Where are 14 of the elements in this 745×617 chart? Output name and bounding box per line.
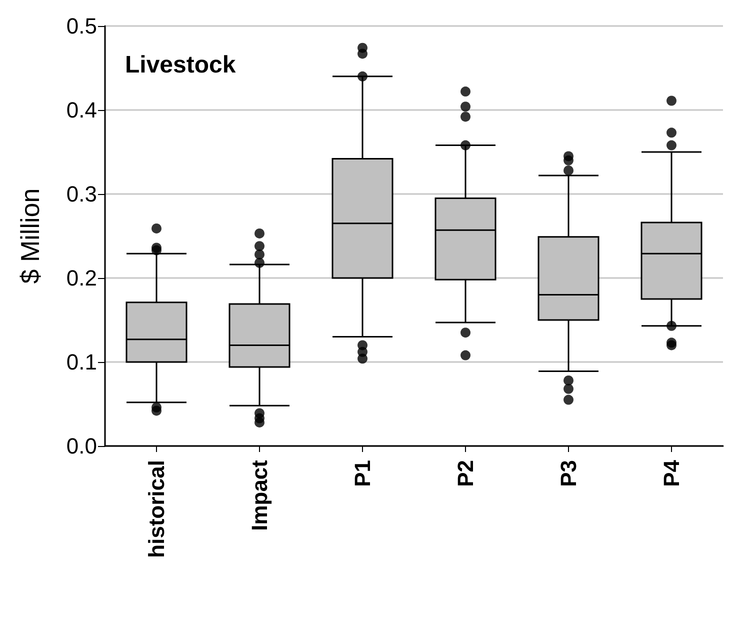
x-tick-label: Impact	[247, 459, 272, 531]
y-tick-label: 0.4	[66, 98, 97, 122]
y-tick-label: 0.3	[66, 182, 97, 206]
y-tick-label: 0.5	[66, 14, 97, 38]
x-tick-label: P3	[556, 460, 581, 487]
text: Livestock	[125, 52, 236, 78]
x-tick-label: P1	[350, 460, 375, 487]
y-tick-label: 0.1	[66, 350, 97, 374]
y-tick-label: 0.2	[66, 266, 97, 290]
x-tick-label: P2	[453, 460, 478, 487]
y-axis-title: $ Million	[15, 188, 45, 284]
y-tick-label: 0.0	[66, 434, 97, 458]
x-tick-label: historical	[144, 460, 169, 558]
x-tick-label: P4	[659, 459, 684, 487]
